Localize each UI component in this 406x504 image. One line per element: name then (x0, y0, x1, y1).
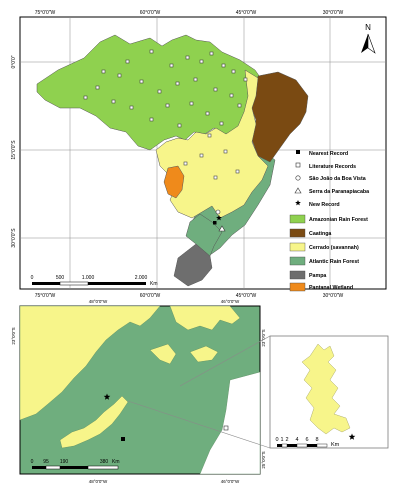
filled-square-icon (296, 150, 300, 154)
scale-tick: 8 (315, 437, 318, 443)
lat-label: 23°0'0"S (261, 329, 266, 346)
legend-label: Cerrado (savannah) (309, 245, 359, 251)
serra-record-marker (218, 225, 226, 232)
legend: Nearest Record Literature Records São Jo… (289, 150, 369, 292)
pantanal-wetland-region (163, 165, 185, 199)
open-triangle-icon (294, 187, 302, 194)
ocean-area (199, 371, 261, 475)
scale-tick: 0 (31, 275, 34, 281)
scale-unit: Km (112, 459, 120, 465)
bottom-scale-bar: 0 95 190 380 Km (31, 459, 120, 470)
inset-region (301, 343, 351, 435)
nearest-record-marker (213, 221, 217, 225)
scale-tick: 6 (305, 437, 308, 443)
inset-scale-bar: 0 1 2 4 6 8 Km (275, 437, 339, 448)
scale-tick: 380 (100, 459, 109, 465)
north-label: N (365, 23, 371, 32)
legend-swatch (289, 282, 306, 292)
scale-tick: 500 (56, 275, 65, 281)
legend-label: Amazonian Rain Forest (309, 217, 368, 223)
lat-label: 25°0'0"S (261, 451, 266, 468)
north-arrow-icon: N (361, 23, 376, 54)
open-circle-icon (295, 175, 301, 181)
lat-label: 23°0'0"S (11, 327, 16, 344)
top-lon-label: 60°0'0"W (140, 10, 161, 16)
legend-label: Pantanal Wetland (309, 285, 353, 291)
scale-tick: 4 (295, 437, 298, 443)
top-lon-label: 48°0'0"W (89, 299, 108, 304)
top-lon-label: 46°0'0"W (221, 299, 240, 304)
top-scale-bar: 0 500 1.000 2.000 Km (31, 275, 158, 287)
lat-label: 15°0'0"S (11, 140, 17, 160)
scale-tick: 0 (275, 437, 278, 443)
bottom-map-cerrado (19, 305, 241, 449)
top-lon-label: 45°0'0"W (236, 10, 257, 16)
scale-tick: 95 (43, 459, 49, 465)
bottom-lon-label: 75°0'0"W (35, 293, 56, 299)
literature-record-marker (223, 425, 229, 431)
lat-label: 0°0'0" (11, 55, 17, 68)
lat-label: 30°0'0"S (11, 228, 17, 248)
cerrado-region (155, 69, 269, 219)
legend-label: Nearest Record (309, 151, 348, 157)
legend-swatch (289, 256, 306, 266)
brazil-map (36, 34, 309, 287)
legend-swatch (289, 242, 306, 252)
top-lon-label: 30°0'0"W (323, 10, 344, 16)
scale-unit: Km (331, 442, 340, 448)
new-record-marker (103, 393, 111, 400)
bottom-lon-label: 46°0'0"W (221, 479, 240, 484)
sao-joao-record-marker (215, 209, 221, 215)
bottom-lon-label: 48°0'0"W (89, 479, 108, 484)
legend-label: Caatinga (309, 231, 331, 237)
legend-label: Pampa (309, 273, 326, 279)
legend-swatch (289, 214, 306, 224)
inset-connector (127, 335, 271, 449)
legend-swatch (289, 270, 306, 280)
bottom-lon-label: 60°0'0"W (140, 293, 161, 299)
new-record-marker (348, 433, 356, 440)
scale-tick: 190 (60, 459, 69, 465)
legend-label: Atlantic Rain Forest (309, 259, 359, 265)
literature-records (83, 49, 248, 180)
scale-tick: 1.000 (82, 275, 95, 281)
scale-unit: Km (150, 281, 158, 287)
nearest-record-marker (121, 437, 125, 441)
legend-swatch (289, 228, 306, 238)
star-icon (295, 200, 301, 206)
scale-tick: 0 (31, 459, 34, 465)
new-record-marker (216, 215, 222, 221)
scale-tick: 2 (285, 437, 288, 443)
legend-label: Literature Records (309, 164, 356, 170)
legend-label: São João da Boa Vista (309, 176, 366, 182)
top-lon-label: 75°0'0"W (35, 10, 56, 16)
bottom-lon-label: 30°0'0"W (323, 293, 344, 299)
open-square-icon (295, 162, 301, 168)
scale-tick: 1 (280, 437, 283, 443)
legend-label: New Record (309, 202, 340, 208)
scale-tick: 2.000 (135, 275, 148, 281)
bottom-lon-label: 45°0'0"W (236, 293, 257, 299)
legend-label: Serra da Paranapiacaba (309, 189, 369, 195)
